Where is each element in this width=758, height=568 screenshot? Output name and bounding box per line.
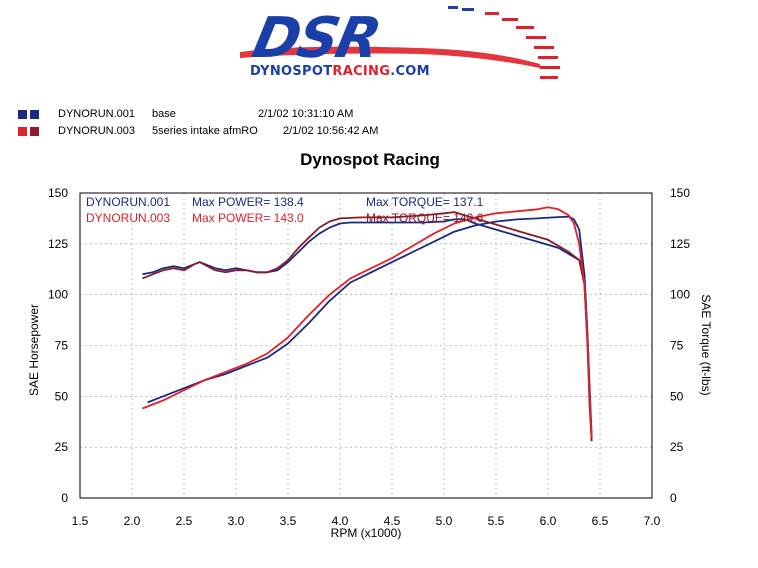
x-tick-label: 3.5: [280, 514, 297, 528]
plot-area-border: [79, 192, 653, 499]
legend-run3-id: DYNORUN.003: [58, 125, 136, 137]
annotation-run1-label: DYNORUN.001: [86, 195, 170, 209]
y-axis-ticks: 0 25 50 75 100 125 150: [48, 186, 68, 505]
x-axis-ticks: 1.5 2.0 2.5 3.0 3.5 4.0 4.5 5.0 5.5 6.0 6.5 7.0: [72, 514, 661, 528]
x-tick-label: 6.0: [540, 514, 557, 528]
y2-tick-label: 150: [670, 186, 690, 200]
series-line-dynorun-001-power: [147, 215, 593, 438]
x-tick-label: 5.0: [436, 514, 453, 528]
y2-tick-label: 25: [670, 440, 684, 454]
series-lines: [142, 206, 593, 442]
y-axis-label: SAE Horsepower: [27, 304, 41, 396]
x-tick-label: 6.5: [592, 514, 609, 528]
legend-run1-id: DYNORUN.001: [58, 108, 136, 120]
chart-grid: [79, 192, 653, 499]
y-tick-label: 150: [48, 186, 68, 200]
legend-swatch-run1-a: [18, 110, 27, 119]
legend-run1-timestamp: 2/1/02 10:31:10 AM: [258, 108, 354, 120]
annotation-run1-power: Max POWER= 138.4: [192, 195, 304, 209]
x-tick-label: 3.0: [228, 514, 245, 528]
x-tick-label: 2.0: [124, 514, 141, 528]
legend-run1-description: base: [152, 108, 176, 120]
legend-swatch-run3-b: [30, 127, 39, 136]
annotation-run3-label: DYNORUN.003: [86, 211, 170, 225]
y2-tick-label: 100: [670, 288, 690, 302]
x-tick-label: 1.5: [72, 514, 89, 528]
logo-website-text: DYNOSPOTRACING.COM: [250, 64, 430, 79]
annotation-run3-power: Max POWER= 143.0: [192, 211, 304, 225]
x-axis-label: RPM (x1000): [331, 526, 402, 540]
y2-axis-ticks: 0 25 50 75 100 125 150: [670, 186, 690, 505]
x-tick-label: 4.5: [384, 514, 401, 528]
y2-tick-label: 75: [670, 339, 684, 353]
y2-tick-label: 125: [670, 237, 690, 251]
series-line-dynorun-003-torque: [142, 211, 593, 442]
dsr-logo: DSR DYNOSPOTRACING.COM: [240, 4, 570, 84]
y-tick-label: 75: [55, 339, 69, 353]
y-tick-label: 125: [48, 237, 68, 251]
y-tick-label: 50: [55, 389, 69, 403]
x-tick-label: 7.0: [644, 514, 661, 528]
legend-run3-description: 5series intake afmRO: [152, 125, 258, 137]
y2-tick-label: 50: [670, 389, 684, 403]
y2-axis-label: SAE Torque (ft-lbs): [699, 294, 713, 395]
series-line-dynorun-001-torque: [142, 218, 593, 442]
annotation-run1-torque: Max TORQUE= 137.1: [366, 195, 484, 209]
annotation-run3-torque: Max TORQUE= 140.6: [366, 211, 484, 225]
y2-tick-label: 0: [670, 491, 677, 505]
x-tick-label: 5.5: [488, 514, 505, 528]
x-tick-label: 2.5: [176, 514, 193, 528]
logo-speed-stripes: [240, 6, 560, 79]
legend-swatch-run1-b: [30, 110, 39, 119]
x-tick-label: 4.0: [332, 514, 349, 528]
chart-title: Dynospot Racing: [300, 150, 440, 169]
y-tick-label: 100: [48, 288, 68, 302]
legend-run3-timestamp: 2/1/02 10:56:42 AM: [283, 125, 379, 137]
y-tick-label: 25: [55, 440, 69, 454]
legend-swatch-run3-a: [18, 127, 27, 136]
y-tick-label: 0: [61, 491, 68, 505]
series-line-dynorun-003-power: [142, 206, 593, 438]
